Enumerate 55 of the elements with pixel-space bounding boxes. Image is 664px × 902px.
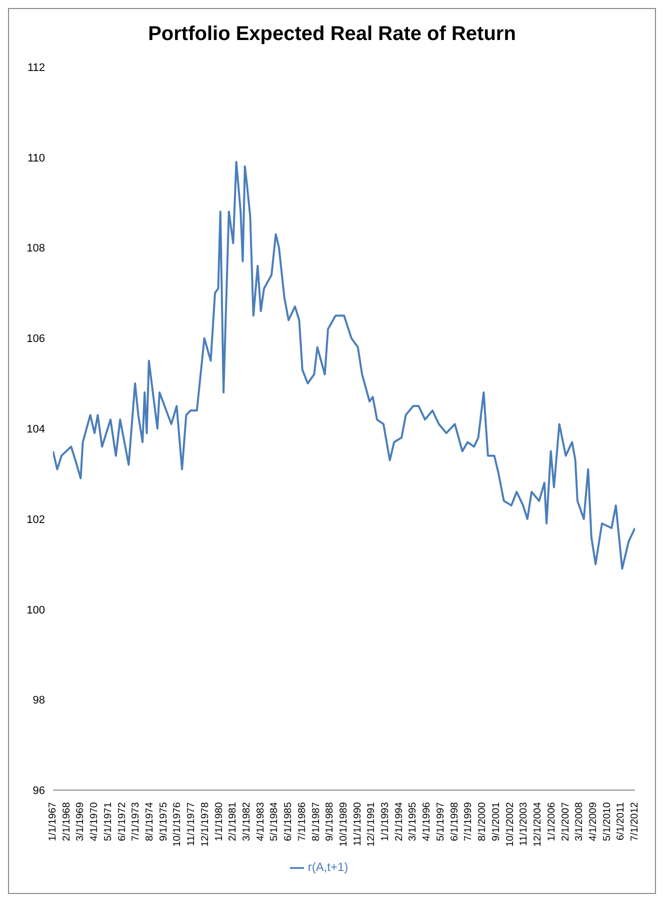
x-tick-label: 10/1/1976 [172, 802, 184, 847]
x-tick-label: 3/1/1995 [408, 802, 419, 842]
x-tick-label: 12/1/2004 [532, 802, 544, 847]
x-tick-label: 10/1/2002 [504, 802, 516, 847]
x-tick-label: 5/1/1984 [269, 802, 280, 842]
x-tick-label: 3/1/2008 [574, 802, 586, 842]
x-tick-label: 11/1/1990 [352, 802, 364, 846]
x-tick-label: 7/1/1999 [463, 802, 474, 842]
legend-label: r(A,t+1) [308, 860, 348, 874]
chart-title: Portfolio Expected Real Rate of Return [147, 22, 517, 47]
x-tick-label: 9/1/1988 [324, 802, 336, 842]
x-tick-label: 7/1/2012 [630, 802, 640, 842]
x-tick-label: 1/1/1980 [214, 802, 225, 842]
x-tick-label: 4/1/1983 [255, 802, 266, 842]
x-tick-label: 1/1/1967 [48, 802, 58, 842]
x-tick-label: 11/1/2003 [518, 802, 530, 846]
x-tick-label: 6/1/2011 [616, 802, 627, 840]
y-tick-label: 108 [26, 242, 45, 255]
x-tick-label: 9/1/2001 [490, 802, 502, 842]
x-tick-label: 4/1/1970 [89, 802, 100, 842]
x-tick-label: 9/1/1975 [158, 802, 170, 842]
x-tick-label: 5/1/1971 [102, 802, 114, 842]
x-tick-label: 6/1/1972 [116, 802, 128, 842]
x-tick-label: 5/1/2010 [602, 802, 613, 842]
x-tick-label: 8/1/1987 [310, 802, 322, 842]
y-tick-label: 98 [32, 694, 45, 707]
x-tick-label: 6/1/1998 [449, 802, 460, 842]
x-tick-label: 10/1/1989 [338, 802, 350, 847]
x-tick-label: 1/1/1993 [380, 802, 392, 842]
x-tick-label: 3/1/1982 [241, 802, 252, 842]
y-tick-label: 102 [26, 514, 45, 526]
y-tick-label: 112 [27, 62, 45, 74]
x-tick-label: 7/1/1973 [130, 802, 142, 842]
x-tick-label: 2/1/1968 [61, 802, 72, 842]
y-tick-label: 100 [26, 604, 45, 616]
x-tick-label: 12/1/1978 [200, 802, 211, 847]
y-tick-label: 106 [26, 333, 45, 346]
x-tick-label: 11/1/1977 [186, 802, 198, 846]
x-tick-label: 12/1/1991 [366, 802, 378, 847]
x-tick-label: 8/1/2000 [477, 802, 488, 842]
x-tick-label: 4/1/2009 [588, 802, 599, 842]
y-tick-label: 110 [27, 152, 45, 164]
y-tick-label: 96 [32, 785, 45, 798]
x-tick-label: 1/1/2006 [546, 802, 558, 842]
x-tick-label: 7/1/1986 [296, 802, 308, 842]
x-tick-label: 6/1/1985 [283, 802, 294, 842]
line-series [53, 160, 635, 570]
x-tick-label: 3/1/1969 [75, 802, 86, 842]
x-tick-label: 5/1/1997 [435, 802, 446, 842]
x-tick-label: 2/1/1994 [394, 802, 405, 842]
x-tick-label: 2/1/2007 [560, 802, 572, 842]
y-tick-label: 104 [26, 423, 45, 436]
x-tick-label: 8/1/1974 [144, 802, 156, 842]
x-tick-label: 4/1/1996 [422, 802, 433, 842]
x-tick-label: 2/1/1981 [228, 802, 239, 842]
